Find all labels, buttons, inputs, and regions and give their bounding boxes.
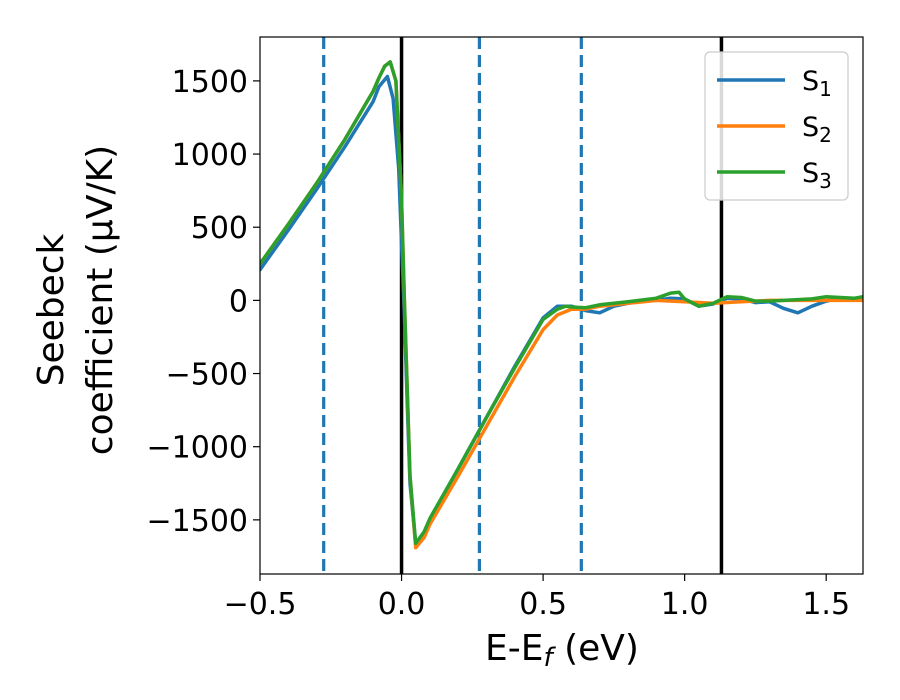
y-tick-label: −500 xyxy=(166,358,248,393)
y-tick-label: 1500 xyxy=(172,65,248,100)
legend-label-s3: S3 xyxy=(802,158,832,193)
plot-frame xyxy=(259,36,864,575)
y-tick-label: 500 xyxy=(191,211,248,246)
x-tick-label: 1.5 xyxy=(802,587,850,622)
x-axis-label: E-Ef (eV) xyxy=(485,628,639,673)
reference-lines xyxy=(322,37,724,574)
y-tick-label: −1000 xyxy=(147,431,248,466)
x-axis-label-unit: (eV) xyxy=(553,628,639,669)
y-axis-label-line2: coefficient (μV/K) xyxy=(80,145,121,455)
y-tick-label: −1500 xyxy=(147,504,248,539)
ticks: −0.5 0.0 0.5 1.0 1.5 −1500 −1000 −500 0 500 1000 15… xyxy=(147,65,851,622)
y-tick-label: 1000 xyxy=(172,138,248,173)
x-tick-label: 1.0 xyxy=(661,587,709,622)
series-line-s3 xyxy=(260,60,863,546)
y-axis-label-line1: Seebeck xyxy=(31,233,72,386)
y-tick-label: 0 xyxy=(229,284,248,319)
legend-label-s2: S2 xyxy=(802,112,832,147)
axes xyxy=(259,36,864,575)
x-tick-label: 0.0 xyxy=(378,587,426,622)
x-tick-label: −0.5 xyxy=(224,587,297,622)
legend-label-s1: S1 xyxy=(802,66,832,101)
legend: S1 S2 S3 xyxy=(704,51,849,201)
x-tick-label: 0.5 xyxy=(519,587,567,622)
series-lines xyxy=(260,60,863,550)
